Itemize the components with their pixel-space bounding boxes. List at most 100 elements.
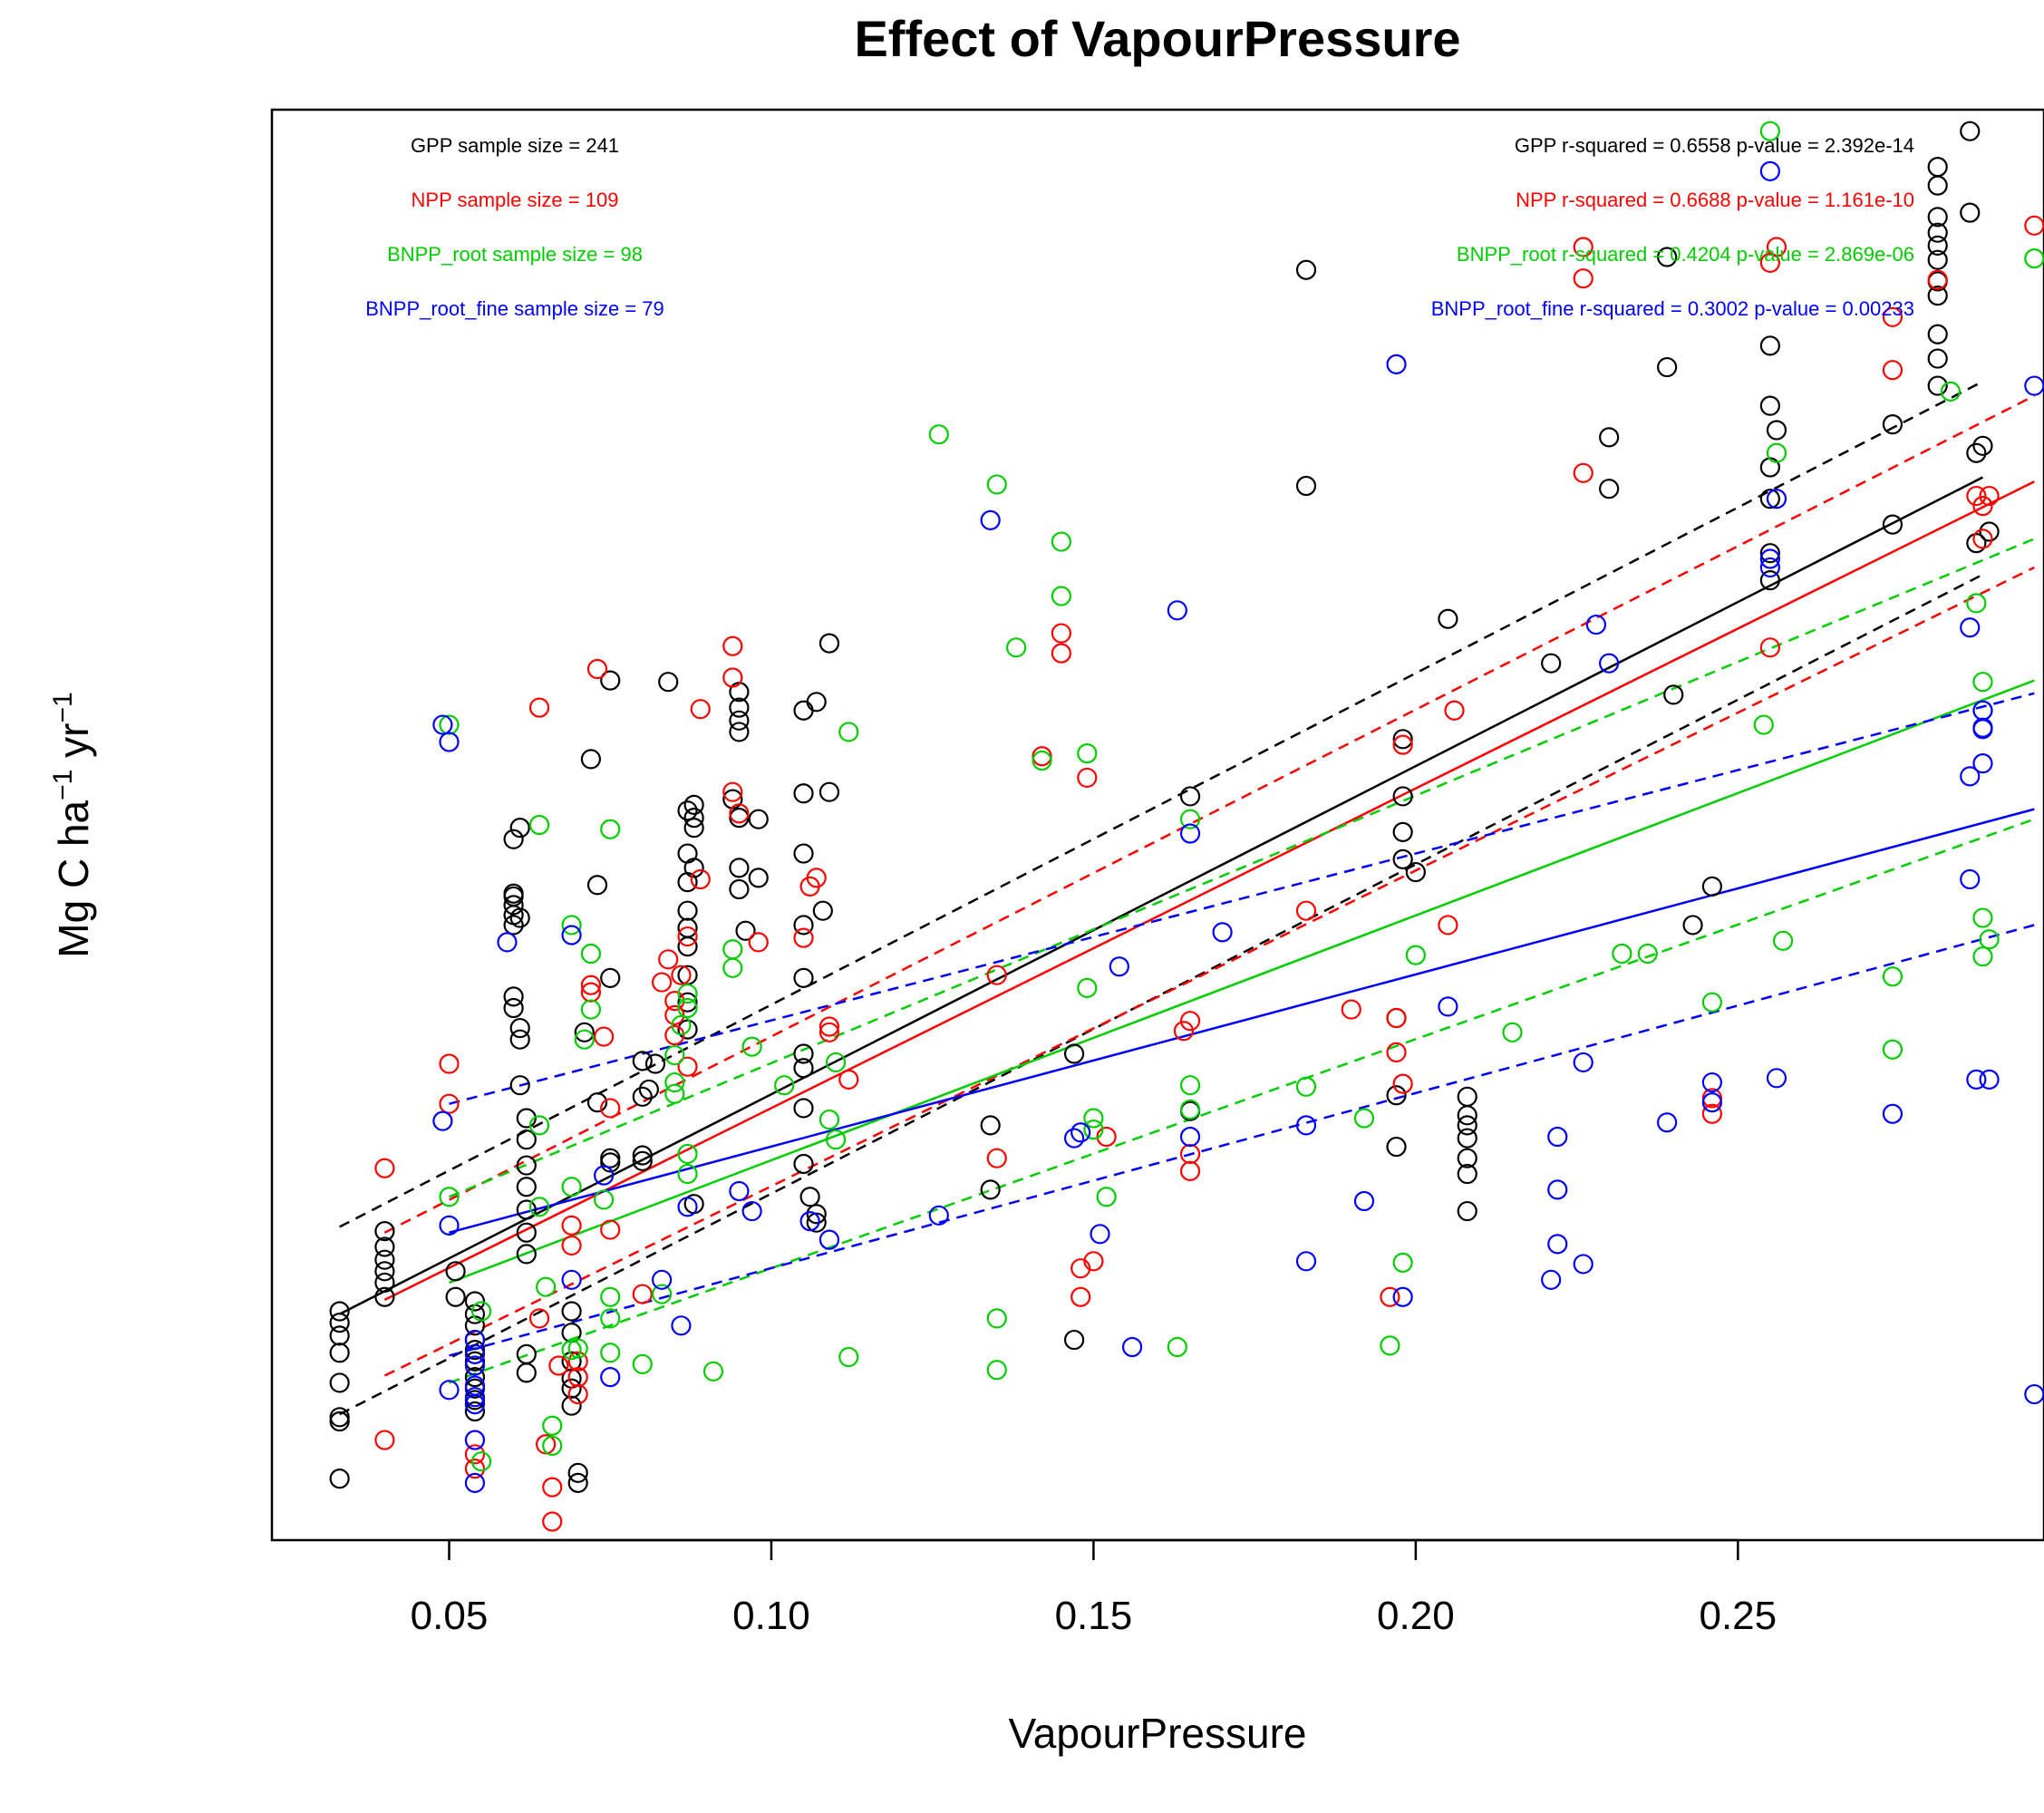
gpp-point — [812, 900, 833, 921]
gpp-point — [445, 1261, 466, 1282]
gpp-point — [516, 1199, 537, 1220]
bnpp_root_fine-point — [1121, 1336, 1143, 1358]
bnpp_root_fine-point — [1972, 700, 1993, 721]
bnpp_root-point — [825, 1129, 847, 1150]
bnpp_root-point — [928, 424, 949, 445]
gpp-point — [1657, 247, 1678, 267]
stat-label: BNPP_root_fine r-squared = 0.3002 p-valu… — [1431, 297, 1914, 320]
gpp-point — [632, 1051, 653, 1071]
npp-point — [986, 1148, 1007, 1168]
bnpp_root-point — [470, 1451, 492, 1472]
bnpp_root-point — [677, 997, 698, 1019]
gpp-point — [632, 1145, 653, 1166]
bnpp_root_fine-point — [819, 1229, 840, 1250]
bnpp_root-point — [702, 1361, 724, 1382]
bnpp_root_fine-point — [1179, 823, 1201, 844]
npp-point — [1927, 269, 1948, 290]
bnpp_root-point — [986, 1360, 1007, 1381]
npp-point — [1295, 900, 1317, 921]
gpp-point — [503, 915, 524, 936]
gpp-point — [567, 1462, 588, 1483]
bnpp_root_fine-point — [464, 1472, 486, 1493]
npp-point — [561, 1235, 582, 1256]
npp-point — [567, 1351, 588, 1372]
gpp-point — [748, 868, 769, 888]
gpp-point — [1599, 479, 1620, 499]
bnpp_root_fine-point — [1392, 1286, 1413, 1307]
npp-point — [1972, 496, 1993, 517]
bnpp_root_fine-point — [439, 732, 460, 752]
gpp-point — [806, 1204, 827, 1225]
bnpp_root_fine-point — [1109, 956, 1129, 977]
npp-point — [1386, 1007, 1407, 1029]
bnpp_root-point — [651, 1284, 673, 1304]
gpp-point — [464, 1367, 486, 1388]
npp-point — [806, 868, 827, 888]
bnpp_root_fine-point — [1295, 1115, 1317, 1136]
gpp-point — [735, 920, 756, 941]
stat-label: NPP r-squared = 0.6688 p-value = 1.161e-… — [1516, 189, 1914, 211]
npp-point — [1179, 1011, 1201, 1032]
npp-point — [677, 926, 698, 947]
sample-size-label: GPP sample size = 241 — [411, 134, 619, 157]
gpp-point — [1392, 848, 1413, 869]
npp-point — [677, 1056, 698, 1077]
bnpp_root_fine-point — [1960, 766, 1981, 787]
npp-point — [1573, 237, 1594, 257]
gpp-point — [1882, 414, 1904, 435]
bnpp_root_fine-point — [1541, 1269, 1562, 1290]
gpp-point — [1966, 533, 1987, 554]
npp-point — [793, 927, 814, 948]
bnpp_root-point — [1701, 992, 1722, 1013]
bnpp_root_fine-point — [1063, 1128, 1085, 1149]
bnpp_root-point — [528, 814, 550, 836]
bnpp_root-point — [470, 1301, 492, 1322]
bnpp_root-point — [600, 819, 621, 839]
gpp-point — [819, 633, 840, 654]
bnpp_root_fine-point — [1547, 1234, 1568, 1255]
npp-point — [528, 697, 550, 718]
gpp-point — [516, 1222, 537, 1243]
bnpp_root-point — [1353, 1108, 1375, 1129]
gpp-point — [793, 1043, 814, 1064]
gpp-point — [1682, 915, 1703, 936]
bnpp_root-point — [561, 915, 582, 936]
x-tick-label: 0.20 — [1377, 1594, 1455, 1638]
bnpp_root-point — [1096, 1187, 1117, 1207]
gpp-point — [503, 997, 524, 1019]
gpp-point — [677, 800, 698, 821]
x-tick-label: 0.15 — [1055, 1594, 1133, 1638]
bnpp_root_fine-point — [1167, 600, 1187, 621]
npp-point — [819, 1022, 840, 1042]
npp-point — [819, 1016, 840, 1037]
bnpp_root-point — [632, 1353, 653, 1375]
npp-point — [594, 1026, 615, 1047]
gpp-point — [1972, 435, 1993, 456]
gpp-point — [374, 1221, 395, 1242]
bnpp_root-point — [1380, 1335, 1400, 1356]
gpp-point — [567, 1472, 588, 1493]
bnpp_root_fine-point — [677, 1197, 698, 1217]
sample-size-label: BNPP_root_fine sample size = 79 — [365, 297, 664, 320]
bnpp_root-point — [567, 1338, 588, 1359]
bnpp_root-point — [838, 1346, 859, 1368]
bnpp_root_fine-point — [1701, 1092, 1722, 1113]
gpp-point — [1927, 249, 1948, 270]
npp-point — [586, 658, 608, 680]
gpp-point — [793, 783, 814, 804]
bnpp_root-point — [677, 1143, 698, 1165]
bnpp_root_fine-point — [2024, 1383, 2044, 1405]
bnpp_root-point — [986, 474, 1007, 495]
gpp-point — [1063, 1329, 1085, 1351]
bnpp_root-point — [1051, 586, 1071, 606]
npp-point — [1444, 700, 1465, 721]
bnpp_root-point — [1077, 977, 1098, 998]
bnpp_root_fine-point — [497, 932, 518, 953]
gpp-point — [1759, 489, 1780, 509]
gpp-point — [374, 1249, 395, 1270]
bnpp_root-point — [1882, 1039, 1904, 1060]
gpp-point — [1541, 653, 1562, 674]
bnpp_root-point — [1077, 742, 1098, 764]
bnpp_root_fine-point — [741, 1200, 762, 1222]
gpp-point — [677, 1019, 698, 1040]
